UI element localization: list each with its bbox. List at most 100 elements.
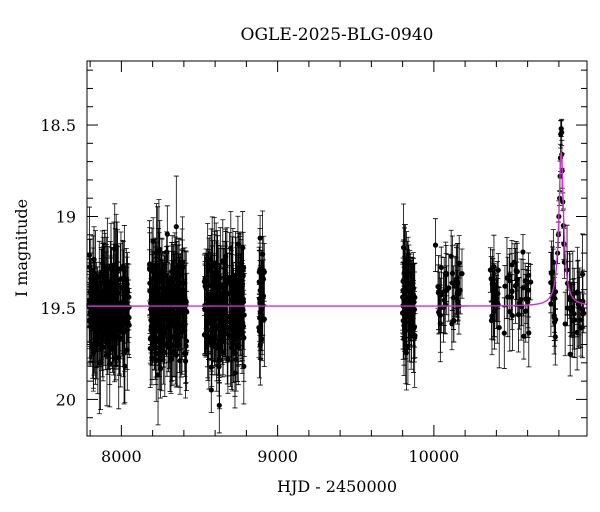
data-point: [99, 312, 105, 318]
data-point: [227, 319, 233, 325]
data-point: [567, 351, 573, 357]
data-point: [91, 347, 97, 353]
data-point: [169, 277, 175, 283]
data-point: [259, 306, 265, 313]
data-point: [222, 275, 229, 281]
data-point: [488, 317, 495, 324]
data-point: [448, 253, 454, 259]
data-point: [205, 336, 211, 342]
data-point: [521, 333, 527, 339]
data-point: [502, 283, 508, 289]
data-point: [235, 342, 241, 348]
model-curve: [87, 150, 588, 307]
data-point: [218, 292, 224, 299]
data-point: [166, 312, 172, 318]
data-point: [237, 299, 243, 305]
data-point: [124, 288, 131, 295]
data-point: [151, 316, 157, 322]
plot-frame: [86, 60, 588, 437]
data-point: [518, 296, 524, 303]
data-point: [258, 311, 265, 318]
data-point: [559, 129, 565, 135]
data-point: [177, 310, 184, 316]
data-points: [86, 118, 587, 434]
data-point: [412, 335, 418, 341]
data-point: [232, 370, 238, 376]
data-point: [94, 295, 100, 301]
data-point: [216, 364, 222, 370]
data-point: [256, 279, 262, 285]
data-point: [153, 262, 159, 268]
data-point: [119, 320, 125, 326]
data-point: [241, 363, 247, 369]
data-point: [165, 322, 171, 328]
data-point: [204, 278, 210, 284]
data-point: [157, 300, 163, 306]
data-point: [155, 372, 161, 378]
data-point: [551, 319, 558, 325]
tick-label: 8000: [101, 447, 142, 466]
data-point: [210, 297, 216, 303]
tick-label: 9000: [257, 447, 298, 466]
tick-label: 18.5: [40, 116, 76, 135]
axis-ticks: [87, 61, 587, 437]
data-point: [564, 305, 571, 311]
data-point: [101, 290, 107, 296]
data-point: [115, 282, 121, 288]
data-point: [260, 251, 266, 257]
data-point: [120, 263, 126, 269]
data-point: [574, 329, 580, 336]
data-point: [459, 271, 465, 277]
data-point: [108, 297, 114, 303]
data-point: [453, 280, 459, 286]
data-point: [222, 317, 228, 323]
data-point: [401, 301, 407, 307]
data-point: [164, 231, 170, 237]
tick-label: 10000: [408, 447, 459, 466]
data-point: [89, 300, 95, 306]
data-point: [182, 280, 188, 286]
data-point: [204, 312, 210, 318]
data-point: [106, 321, 112, 327]
data-point: [493, 295, 500, 301]
data-point: [574, 290, 580, 296]
data-point: [160, 301, 167, 307]
data-point: [125, 314, 132, 320]
data-point: [444, 287, 450, 293]
data-point: [235, 241, 241, 247]
data-point: [175, 302, 181, 308]
data-point: [496, 324, 502, 331]
data-point: [161, 315, 167, 322]
data-point: [172, 351, 178, 358]
data-point: [214, 343, 220, 349]
data-point: [443, 270, 449, 276]
data-point: [487, 267, 494, 273]
data-point: [159, 350, 165, 356]
data-point: [153, 287, 159, 293]
data-point: [240, 320, 246, 326]
data-point: [86, 252, 93, 258]
data-point: [112, 246, 118, 252]
data-point: [167, 340, 173, 346]
data-point: [515, 312, 522, 318]
data-point: [567, 297, 573, 303]
data-point: [406, 306, 412, 312]
data-point: [562, 321, 568, 327]
x-axis-label: HJD - 2450000: [277, 477, 397, 496]
data-point: [432, 242, 439, 248]
data-point: [181, 318, 187, 324]
data-point: [511, 259, 517, 265]
data-point: [488, 276, 494, 282]
data-point: [157, 366, 164, 372]
data-point: [120, 329, 126, 335]
data-point: [237, 268, 243, 274]
data-point: [150, 276, 156, 282]
data-point: [231, 312, 237, 318]
data-point: [493, 283, 499, 289]
data-point: [216, 402, 222, 408]
data-point: [147, 280, 153, 286]
data-point: [173, 224, 179, 230]
data-point: [525, 299, 531, 305]
data-point: [168, 355, 174, 361]
